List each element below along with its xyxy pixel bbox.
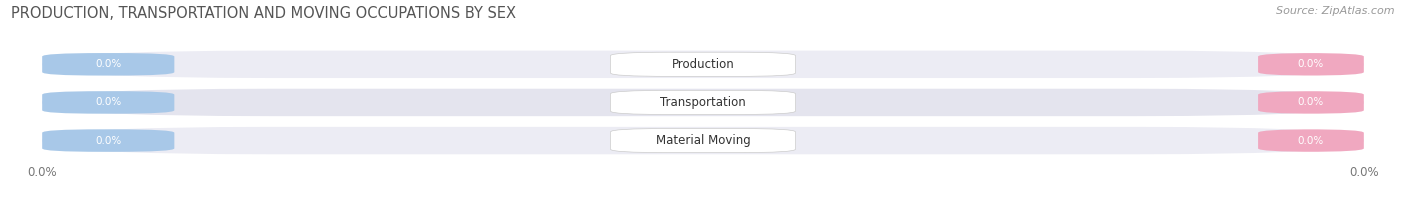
FancyBboxPatch shape: [42, 127, 1364, 154]
FancyBboxPatch shape: [1258, 129, 1364, 152]
Text: Material Moving: Material Moving: [655, 134, 751, 147]
FancyBboxPatch shape: [42, 53, 174, 76]
FancyBboxPatch shape: [1258, 53, 1364, 76]
FancyBboxPatch shape: [42, 51, 1364, 78]
Text: 0.0%: 0.0%: [1298, 59, 1324, 69]
Text: 0.0%: 0.0%: [96, 98, 121, 107]
FancyBboxPatch shape: [610, 52, 796, 76]
FancyBboxPatch shape: [42, 91, 174, 114]
FancyBboxPatch shape: [610, 90, 796, 114]
Text: 0.0%: 0.0%: [96, 136, 121, 146]
Text: Production: Production: [672, 58, 734, 71]
Text: 0.0%: 0.0%: [1298, 136, 1324, 146]
FancyBboxPatch shape: [42, 89, 1364, 116]
FancyBboxPatch shape: [42, 129, 174, 152]
Text: Source: ZipAtlas.com: Source: ZipAtlas.com: [1277, 6, 1395, 16]
Text: 0.0%: 0.0%: [1298, 98, 1324, 107]
FancyBboxPatch shape: [1258, 91, 1364, 114]
Text: PRODUCTION, TRANSPORTATION AND MOVING OCCUPATIONS BY SEX: PRODUCTION, TRANSPORTATION AND MOVING OC…: [11, 6, 516, 21]
Text: Transportation: Transportation: [661, 96, 745, 109]
FancyBboxPatch shape: [610, 128, 796, 153]
Text: 0.0%: 0.0%: [96, 59, 121, 69]
